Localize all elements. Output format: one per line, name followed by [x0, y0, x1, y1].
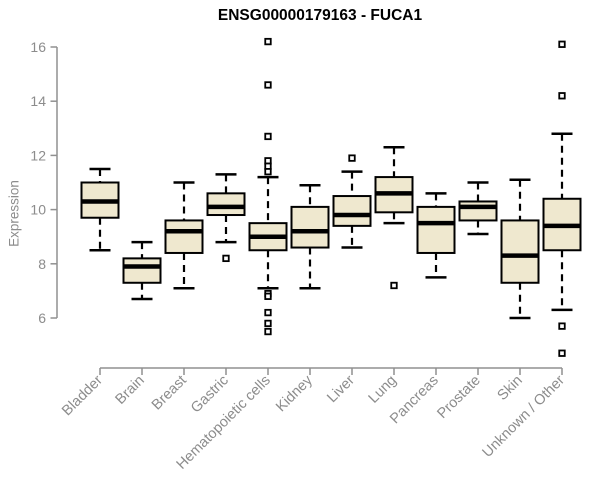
y-tick-label: 10 [30, 202, 46, 218]
x-tick-label: Bladder [59, 372, 106, 419]
y-tick-label: 14 [30, 93, 46, 109]
outlier-point [558, 322, 566, 330]
x-tick-label: Breast [149, 373, 190, 414]
outlier-point [264, 292, 272, 300]
x-tick-label: Skin [495, 373, 526, 404]
boxplot-box [332, 195, 372, 227]
outlier-point [264, 308, 272, 317]
boxplot-box [290, 205, 330, 249]
outlier-point [558, 349, 566, 357]
x-tick-label: Liver [324, 372, 358, 406]
outlier-point [348, 154, 356, 162]
x-tick-label: Lung [366, 373, 400, 407]
outlier-point [264, 168, 272, 176]
outlier-point [264, 132, 272, 141]
boxplot-box [500, 219, 540, 284]
y-tick-label: 6 [38, 310, 46, 326]
boxplot-box [164, 219, 204, 254]
boxplot-box [416, 205, 456, 254]
boxplot-box [122, 257, 162, 284]
outlier-point [264, 319, 272, 328]
outlier-point [264, 81, 272, 89]
outlier-point [558, 40, 566, 48]
outlier-point [558, 92, 566, 100]
x-tick-label: Prostate [434, 373, 483, 422]
outlier-point [390, 281, 398, 290]
outlier-point [264, 37, 272, 46]
y-tick-label: 16 [30, 39, 46, 55]
x-tick-label: Brain [113, 373, 148, 408]
outlier-point [222, 254, 230, 263]
outlier-point [264, 327, 272, 336]
x-tick-label: Kidney [273, 372, 316, 415]
y-tick-label: 8 [38, 256, 46, 272]
chart-title: ENSG00000179163 - FUCA1 [217, 7, 423, 24]
boxplot-box [458, 200, 498, 222]
y-tick-label: 12 [30, 147, 46, 163]
boxplot-box [206, 192, 246, 217]
